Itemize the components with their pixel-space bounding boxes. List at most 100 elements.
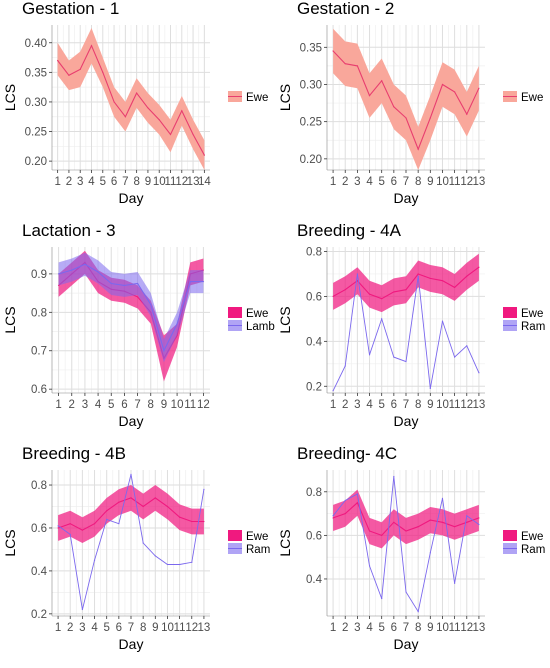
legend: Ewe [503, 91, 543, 104]
legend-label-ewe: Ewe [246, 531, 268, 543]
x-tick-label: 4 [95, 399, 102, 411]
x-tick-label: 8 [415, 176, 421, 188]
x-tick-label: 12 [197, 399, 210, 411]
x-tick-label: 13 [473, 176, 486, 188]
data-point [405, 591, 407, 593]
x-tick-label: 6 [116, 622, 122, 634]
x-tick-label: 3 [354, 399, 360, 411]
legend-label-ewe: Ewe [521, 308, 543, 320]
data-point [368, 565, 371, 567]
y-tick-label: 0.8 [31, 480, 47, 492]
x-tick-label: 7 [128, 622, 134, 634]
data-point [176, 323, 178, 325]
x-tick-label: 1 [54, 176, 60, 188]
y-tick-label: 0.2 [31, 609, 47, 621]
data-point [393, 521, 395, 523]
y-tick-label: 0.35 [300, 42, 322, 54]
panel-lactation-3: Lactation - 3 0.6 0.7 0.8 0.9 1 2 3 4 5 6 7 8 9 10 11 1… [0, 221, 275, 445]
data-point [203, 154, 205, 156]
x-tick-label: 10 [153, 176, 166, 188]
x-tick-label: 7 [403, 176, 409, 188]
data-point [368, 354, 371, 356]
series-lamb [57, 252, 205, 363]
data-point [191, 520, 193, 523]
data-point [466, 275, 468, 277]
y-tick-label: 0.25 [300, 117, 322, 129]
legend-label-lamb: Lamb [246, 321, 275, 333]
data-point [332, 515, 334, 517]
data-point [93, 523, 96, 525]
data-point [57, 59, 59, 62]
x-tick-label: 2 [67, 622, 73, 634]
y-tick-label: 0.20 [300, 154, 322, 166]
x-tick-label: 5 [100, 176, 106, 188]
x-tick-label: 12 [460, 622, 473, 634]
data-point [356, 280, 358, 282]
x-tick-label: 9 [427, 399, 433, 411]
data-point [344, 289, 346, 291]
x-tick-label: 5 [378, 399, 384, 411]
data-point [344, 512, 346, 515]
x-tick-label: 1 [330, 622, 336, 634]
confidence-band [333, 28, 479, 171]
data-point [179, 563, 181, 566]
x-tick-label: 12 [460, 176, 473, 188]
legend-label-ewe: Ewe [521, 531, 543, 543]
data-point [81, 608, 83, 611]
data-point [441, 320, 444, 322]
confidence-band [333, 253, 479, 313]
data-point [158, 119, 160, 121]
series-ewe [57, 28, 205, 170]
data-point [163, 350, 165, 352]
x-tick-label: 11 [184, 399, 196, 411]
x-axis-title: Day [119, 190, 144, 206]
data-point [192, 133, 194, 136]
y-tick-label: 0.40 [25, 38, 47, 50]
data-point [154, 555, 156, 557]
x-tick-label: 13 [198, 622, 211, 634]
data-point [441, 83, 444, 86]
data-point [57, 273, 60, 275]
data-point [110, 282, 112, 285]
x-tick-label: 9 [152, 622, 158, 634]
chart-gestation-1: 0.200.250.300.350.401 2 3 4 5 6 7 8 9 1011121314D… [2, 25, 268, 206]
data-point [332, 390, 334, 392]
mean-line [57, 44, 205, 156]
y-axis-title: LCS [277, 529, 293, 556]
panel-breeding-4c: Breeding- 4C 0.4 0.6 0.8 1 2 3 4 5 6 7 8 9 10 11 12 13 D… [275, 444, 550, 668]
data-point [57, 525, 59, 527]
data-point [344, 499, 346, 502]
data-point [393, 356, 395, 358]
y-tick-label: 0.6 [31, 384, 47, 396]
series-ewe [332, 253, 480, 313]
data-point [478, 87, 480, 89]
series-ram [332, 273, 480, 392]
data-point [368, 293, 371, 295]
data-point [405, 530, 407, 532]
y-tick-label: 0.4 [306, 574, 323, 586]
data-point [142, 542, 144, 544]
legend-label-ram: Ram [521, 544, 545, 556]
data-point [466, 521, 468, 523]
x-tick-label: 2 [342, 622, 348, 634]
x-tick-label: 1 [55, 622, 61, 634]
x-tick-label: 5 [108, 399, 114, 411]
y-tick-label: 0.30 [25, 97, 47, 109]
data-point [368, 95, 371, 97]
x-tick-label: 10 [436, 176, 449, 188]
x-tick-label: 3 [82, 399, 88, 411]
x-tick-label: 10 [171, 399, 184, 411]
x-tick-label: 8 [415, 399, 421, 411]
x-tick-label: 4 [366, 622, 373, 634]
panel-title: Breeding - 4B [22, 444, 126, 463]
data-point [102, 71, 104, 73]
x-tick-label: 1 [55, 399, 61, 411]
data-point [454, 526, 456, 528]
x-tick-label: 8 [148, 399, 154, 411]
data-point [466, 345, 468, 347]
data-point [393, 291, 395, 293]
x-tick-label: 4 [91, 622, 98, 634]
data-point [417, 611, 419, 613]
